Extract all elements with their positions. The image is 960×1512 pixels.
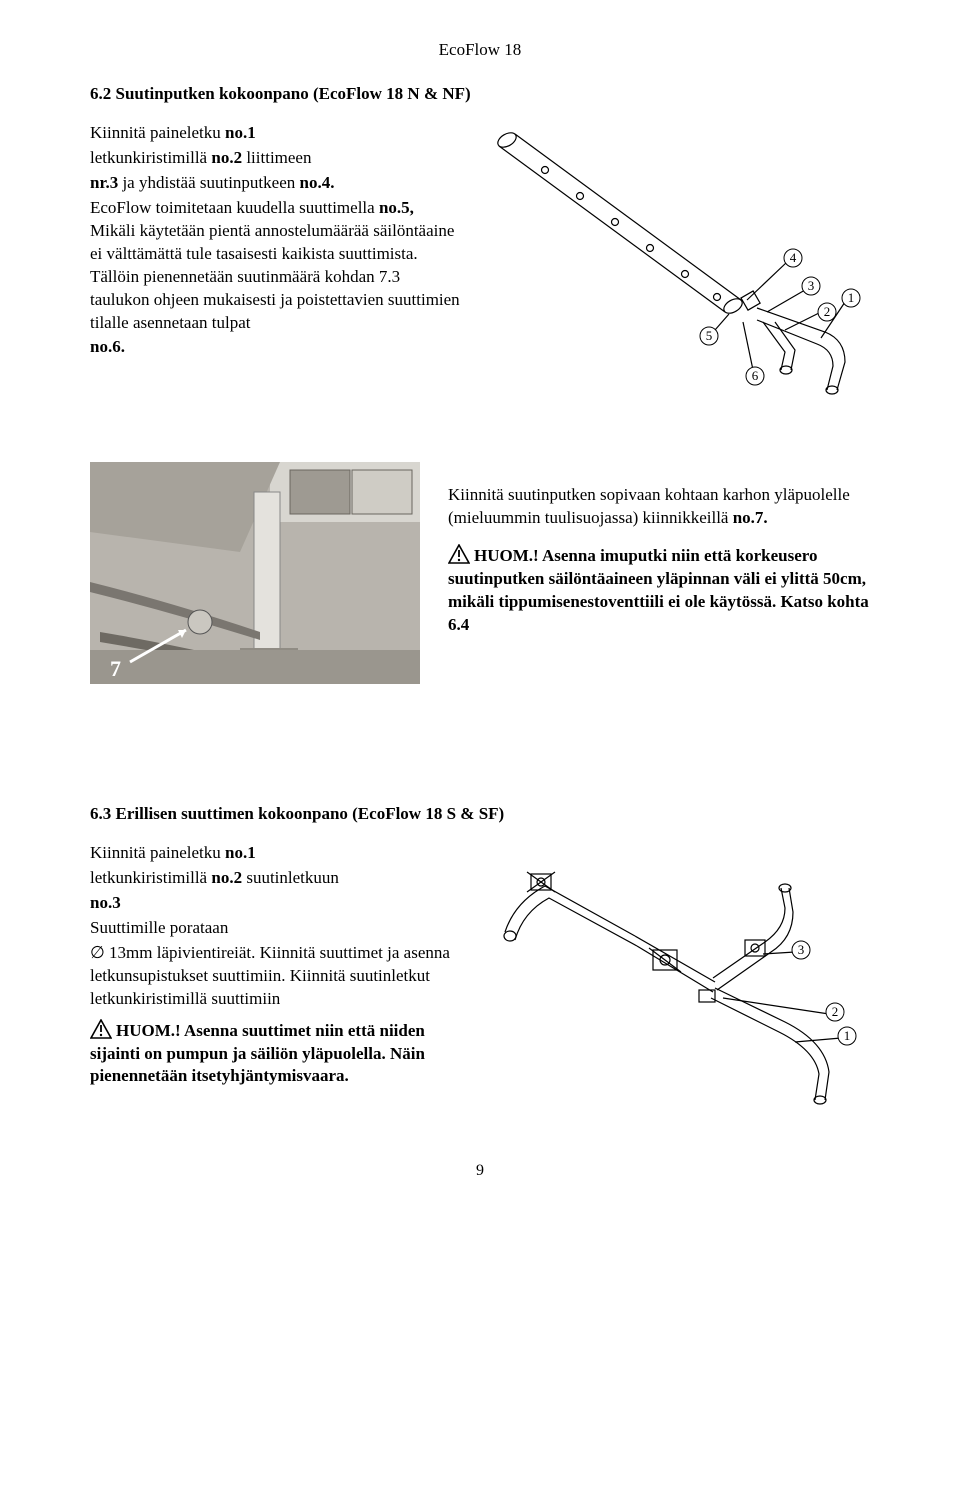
photo-installation: 7 <box>90 462 420 684</box>
s2-p2c: suutinletkuun <box>242 868 339 887</box>
section1-title: 6.2 Suutinputken kokoonpano (EcoFlow 18 … <box>90 84 870 104</box>
s2-warn: HUOM.! Asenna suuttimet niin että niiden… <box>90 1021 425 1086</box>
d2-label2: 2 <box>832 1004 839 1019</box>
diagram1: 4 3 2 1 5 6 <box>480 122 870 402</box>
d1-label1: 1 <box>848 290 855 305</box>
s2-p1a: Kiinnitä paineletku <box>90 843 225 862</box>
d1-label3: 3 <box>808 278 815 293</box>
s1-p1a: Kiinnitä paineletku <box>90 123 225 142</box>
s2-p1b: no.1 <box>225 843 256 862</box>
mid-warn: HUOM.! Asenna imuputki niin että korkeus… <box>448 546 869 634</box>
section2-text: Kiinnitä paineletku no.1 letkunkiristimi… <box>90 842 460 1090</box>
s1-p2c: liittimeen <box>242 148 311 167</box>
doc-header: EcoFlow 18 <box>90 40 870 60</box>
d1-label4: 4 <box>790 250 797 265</box>
mid-text-block: Kiinnitä suutinputken sopivaan kohtaan k… <box>448 462 870 651</box>
mid-p1: Kiinnitä suutinputken sopivaan kohtaan k… <box>448 485 850 527</box>
photo-label-7: 7 <box>110 656 121 681</box>
d2-label3: 3 <box>798 942 805 957</box>
warning-icon <box>90 1019 112 1039</box>
s1-p4b: no.5, <box>379 198 414 217</box>
d1-label5: 5 <box>706 328 713 343</box>
s2-p2a: letkunkiristimillä <box>90 868 211 887</box>
s2-p2b: no.2 <box>211 868 242 887</box>
page-number: 9 <box>90 1162 870 1180</box>
s1-p3c: no.4. <box>300 173 335 192</box>
s2-p4: Suuttimille porataan <box>90 917 460 940</box>
section1-text: Kiinnitä paineletku no.1 letkunkiristimi… <box>90 122 460 361</box>
s2-p5: ∅ 13mm läpivientireiät. Kiinnitä suuttim… <box>90 942 460 1011</box>
d2-label1: 1 <box>844 1028 851 1043</box>
s1-p4c: Mikäli käytetään pientä annostelumäärää … <box>90 221 460 332</box>
s1-p2b: no.2 <box>211 148 242 167</box>
s1-p3a: nr.3 <box>90 173 118 192</box>
d1-label6: 6 <box>752 368 759 383</box>
section2-title: 6.3 Erillisen suuttimen kokoonpano (EcoF… <box>90 804 870 824</box>
mid-p1b: no.7. <box>733 508 768 527</box>
s1-p1b: no.1 <box>225 123 256 142</box>
s2-p3: no.3 <box>90 892 460 915</box>
s1-p2a: letkunkiristimillä <box>90 148 211 167</box>
warning-icon <box>448 544 470 564</box>
s1-p5: no.6. <box>90 336 460 359</box>
diagram2: 3 2 1 <box>480 842 870 1122</box>
s1-p4: EcoFlow toimitetaan kuudella suuttimella <box>90 198 379 217</box>
s1-p3b: ja yhdistää suutinputkeen <box>118 173 299 192</box>
d1-label2: 2 <box>824 304 831 319</box>
